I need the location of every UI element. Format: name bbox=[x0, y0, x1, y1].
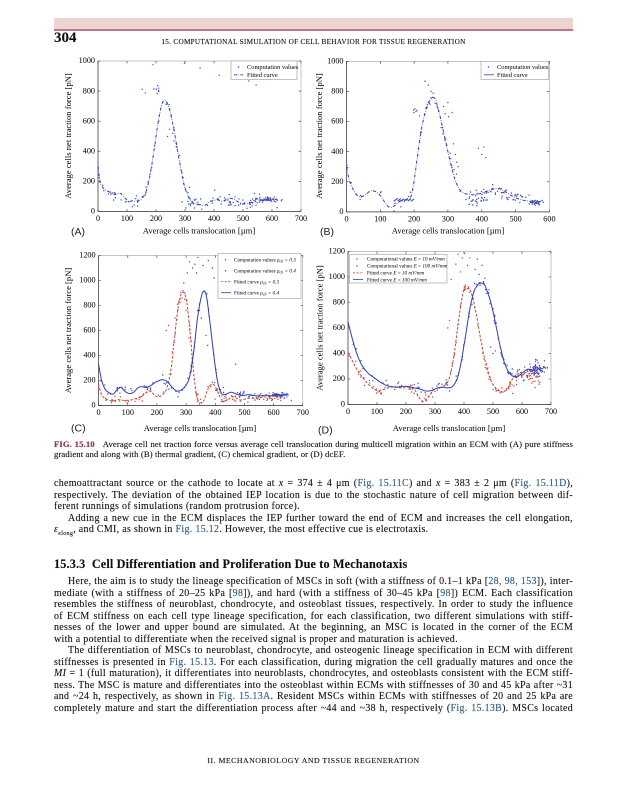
svg-text:300: 300 bbox=[442, 215, 454, 224]
svg-text:200: 200 bbox=[151, 408, 163, 417]
svg-text:200: 200 bbox=[400, 407, 412, 416]
svg-text:0: 0 bbox=[346, 407, 350, 416]
svg-text:0: 0 bbox=[91, 207, 95, 216]
svg-text:1000: 1000 bbox=[79, 56, 95, 65]
svg-text:0: 0 bbox=[341, 400, 345, 409]
svg-text:200: 200 bbox=[83, 376, 95, 385]
svg-text:800: 800 bbox=[331, 87, 343, 96]
svg-text:800: 800 bbox=[83, 86, 95, 95]
svg-text:200: 200 bbox=[333, 374, 345, 383]
svg-text:500: 500 bbox=[487, 407, 499, 416]
svg-text:1000: 1000 bbox=[79, 276, 95, 285]
svg-text:700: 700 bbox=[295, 214, 307, 223]
svg-text:400: 400 bbox=[209, 408, 221, 417]
svg-text:400: 400 bbox=[208, 214, 220, 223]
svg-text:500: 500 bbox=[238, 408, 250, 417]
svg-text:1200: 1200 bbox=[79, 251, 95, 260]
svg-text:Fitted curve: Fitted curve bbox=[497, 72, 528, 79]
svg-text:600: 600 bbox=[331, 117, 343, 126]
svg-text:800: 800 bbox=[333, 298, 345, 307]
svg-text:1000: 1000 bbox=[327, 57, 343, 66]
svg-text:400: 400 bbox=[333, 349, 345, 358]
svg-text:Average cells net traction for: Average cells net traction force [pN] bbox=[63, 268, 73, 394]
svg-text:100: 100 bbox=[374, 215, 386, 224]
svg-text:(D): (D) bbox=[318, 425, 333, 437]
svg-text:300: 300 bbox=[180, 408, 192, 417]
svg-text:400: 400 bbox=[476, 215, 488, 224]
svg-text:(C): (C) bbox=[71, 423, 86, 435]
svg-text:400: 400 bbox=[458, 407, 470, 416]
svg-text:300: 300 bbox=[179, 214, 191, 223]
svg-text:200: 200 bbox=[408, 215, 420, 224]
svg-text:Fitted curve E = 10 mV/mm: Fitted curve E = 10 mV/mm bbox=[367, 271, 425, 277]
svg-text:Average cells net traction for: Average cells net traction force [pN] bbox=[315, 265, 325, 391]
svg-text:Computation values: Computation values bbox=[497, 64, 549, 71]
svg-text:600: 600 bbox=[516, 407, 528, 416]
svg-text:800: 800 bbox=[83, 301, 95, 310]
svg-text:600: 600 bbox=[543, 215, 555, 224]
svg-text:1200: 1200 bbox=[329, 247, 345, 256]
svg-text:0: 0 bbox=[96, 214, 100, 223]
svg-text:0: 0 bbox=[344, 215, 348, 224]
svg-text:0: 0 bbox=[339, 207, 343, 216]
svg-text:700: 700 bbox=[545, 407, 557, 416]
svg-text:Average cells translocation [µ: Average cells translocation [µm] bbox=[144, 423, 257, 433]
svg-text:Computation values ρch = 0.3: Computation values ρch = 0.3 bbox=[234, 258, 296, 264]
svg-text:400: 400 bbox=[331, 147, 343, 156]
svg-text:500: 500 bbox=[509, 215, 521, 224]
svg-text:Fitted curve ρch = 0.3: Fitted curve ρch = 0.3 bbox=[234, 280, 279, 286]
svg-text:Fitted curve ρch = 0.4: Fitted curve ρch = 0.4 bbox=[234, 290, 279, 297]
svg-text:600: 600 bbox=[267, 408, 279, 417]
svg-text:Computation values ρch = 0.4: Computation values ρch = 0.4 bbox=[234, 268, 296, 275]
svg-text:200: 200 bbox=[83, 177, 95, 186]
svg-text:0: 0 bbox=[97, 408, 101, 417]
svg-text:Computation values: Computation values bbox=[247, 64, 299, 71]
svg-text:Average cells translocation [µ: Average cells translocation [µm] bbox=[393, 423, 506, 433]
svg-text:400: 400 bbox=[83, 351, 95, 360]
svg-text:Fitted curve E = 100 mV/mm: Fitted curve E = 100 mV/mm bbox=[367, 277, 427, 283]
svg-text:Fitted curve: Fitted curve bbox=[247, 72, 278, 79]
svg-text:Average cells net traction for: Average cells net traction force [pN] bbox=[314, 73, 324, 199]
svg-text:300: 300 bbox=[429, 407, 441, 416]
svg-text:Average cells translocation [µ: Average cells translocation [µm] bbox=[392, 226, 505, 236]
svg-text:Computational values E = 10 mV: Computational values E = 10 mV/mm bbox=[367, 257, 445, 263]
svg-text:Average cells translocation [µ: Average cells translocation [µm] bbox=[143, 226, 256, 236]
svg-text:400: 400 bbox=[83, 146, 95, 155]
svg-text:200: 200 bbox=[331, 177, 343, 186]
svg-text:200: 200 bbox=[150, 214, 162, 223]
svg-text:100: 100 bbox=[122, 408, 134, 417]
svg-text:500: 500 bbox=[237, 214, 249, 223]
svg-text:0: 0 bbox=[92, 401, 96, 410]
svg-text:100: 100 bbox=[371, 407, 383, 416]
svg-text:600: 600 bbox=[83, 326, 95, 335]
svg-text:600: 600 bbox=[333, 323, 345, 332]
svg-text:600: 600 bbox=[83, 116, 95, 125]
svg-text:600: 600 bbox=[266, 214, 278, 223]
svg-text:(A): (A) bbox=[71, 226, 85, 238]
svg-text:Computational values E = 100 m: Computational values E = 100 mV/mm bbox=[367, 264, 448, 270]
svg-text:(B): (B) bbox=[320, 226, 334, 238]
svg-text:700: 700 bbox=[297, 408, 309, 417]
svg-text:1000: 1000 bbox=[329, 272, 345, 281]
svg-text:100: 100 bbox=[121, 214, 133, 223]
svg-text:Average cells net traction for: Average cells net traction force [pN] bbox=[63, 73, 73, 199]
